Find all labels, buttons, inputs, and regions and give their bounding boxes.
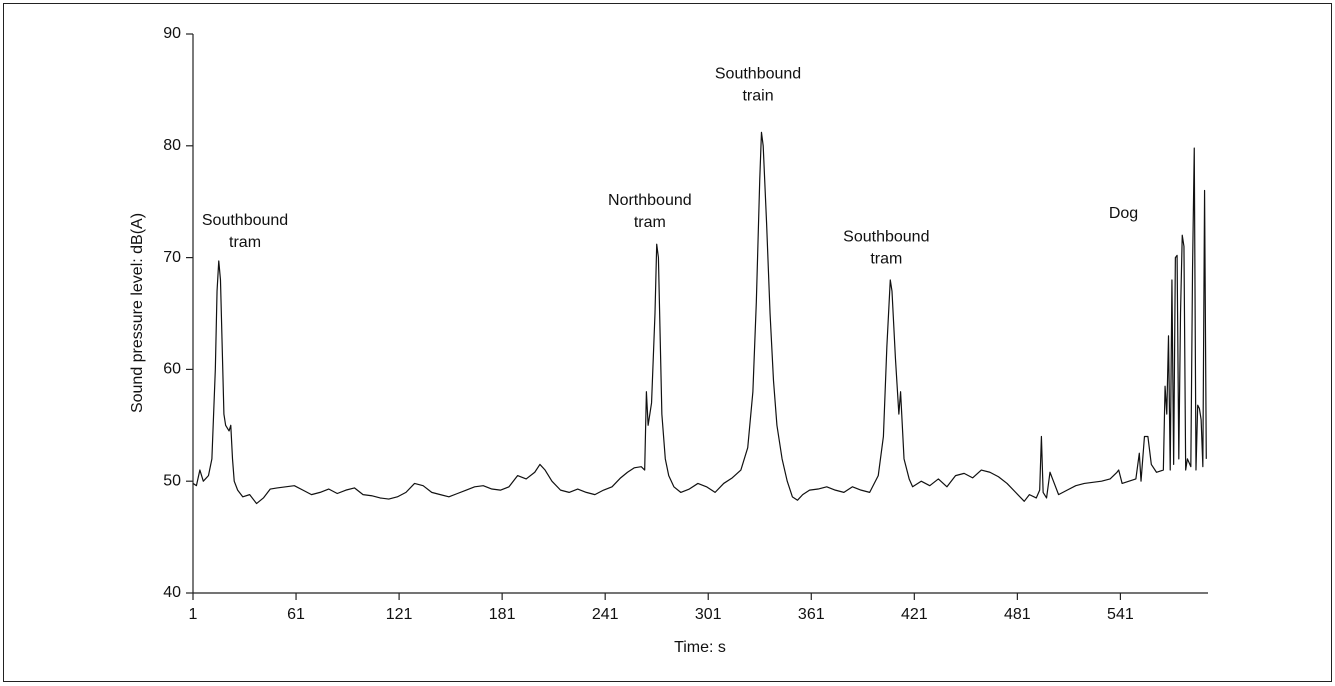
- annotation: Southbound: [202, 212, 288, 229]
- annotation: Dog: [1109, 205, 1138, 222]
- y-tick-label: 80: [163, 137, 181, 154]
- x-tick-label: 361: [798, 606, 825, 623]
- x-tick-label: 1: [189, 606, 198, 623]
- x-tick-label: 241: [592, 606, 619, 623]
- annotation: tram: [870, 251, 902, 268]
- annotation: Northbound: [608, 192, 692, 209]
- annotation: train: [742, 87, 773, 104]
- annotation: Southbound: [715, 65, 801, 82]
- x-tick-label: 61: [287, 606, 305, 623]
- x-axis-label: Time: s: [674, 639, 726, 656]
- annotation: tram: [634, 214, 666, 231]
- data-line: [192, 131, 1207, 505]
- x-tick-label: 181: [489, 606, 516, 623]
- y-tick-label: 40: [163, 584, 181, 601]
- y-tick-label: 90: [163, 25, 181, 42]
- y-tick-label: 50: [163, 472, 181, 489]
- x-tick-label: 481: [1004, 606, 1031, 623]
- y-axis-label: Sound pressure level: dB(A): [129, 213, 146, 413]
- x-tick-label: 541: [1107, 606, 1134, 623]
- x-tick-label: 421: [901, 606, 928, 623]
- y-tick-label: 70: [163, 249, 181, 266]
- annotation: tram: [229, 234, 261, 251]
- y-tick-label: 60: [163, 361, 181, 378]
- frame: [3, 3, 1332, 682]
- x-tick-label: 301: [695, 606, 722, 623]
- annotation: Southbound: [843, 229, 929, 246]
- x-tick-label: 121: [386, 606, 413, 623]
